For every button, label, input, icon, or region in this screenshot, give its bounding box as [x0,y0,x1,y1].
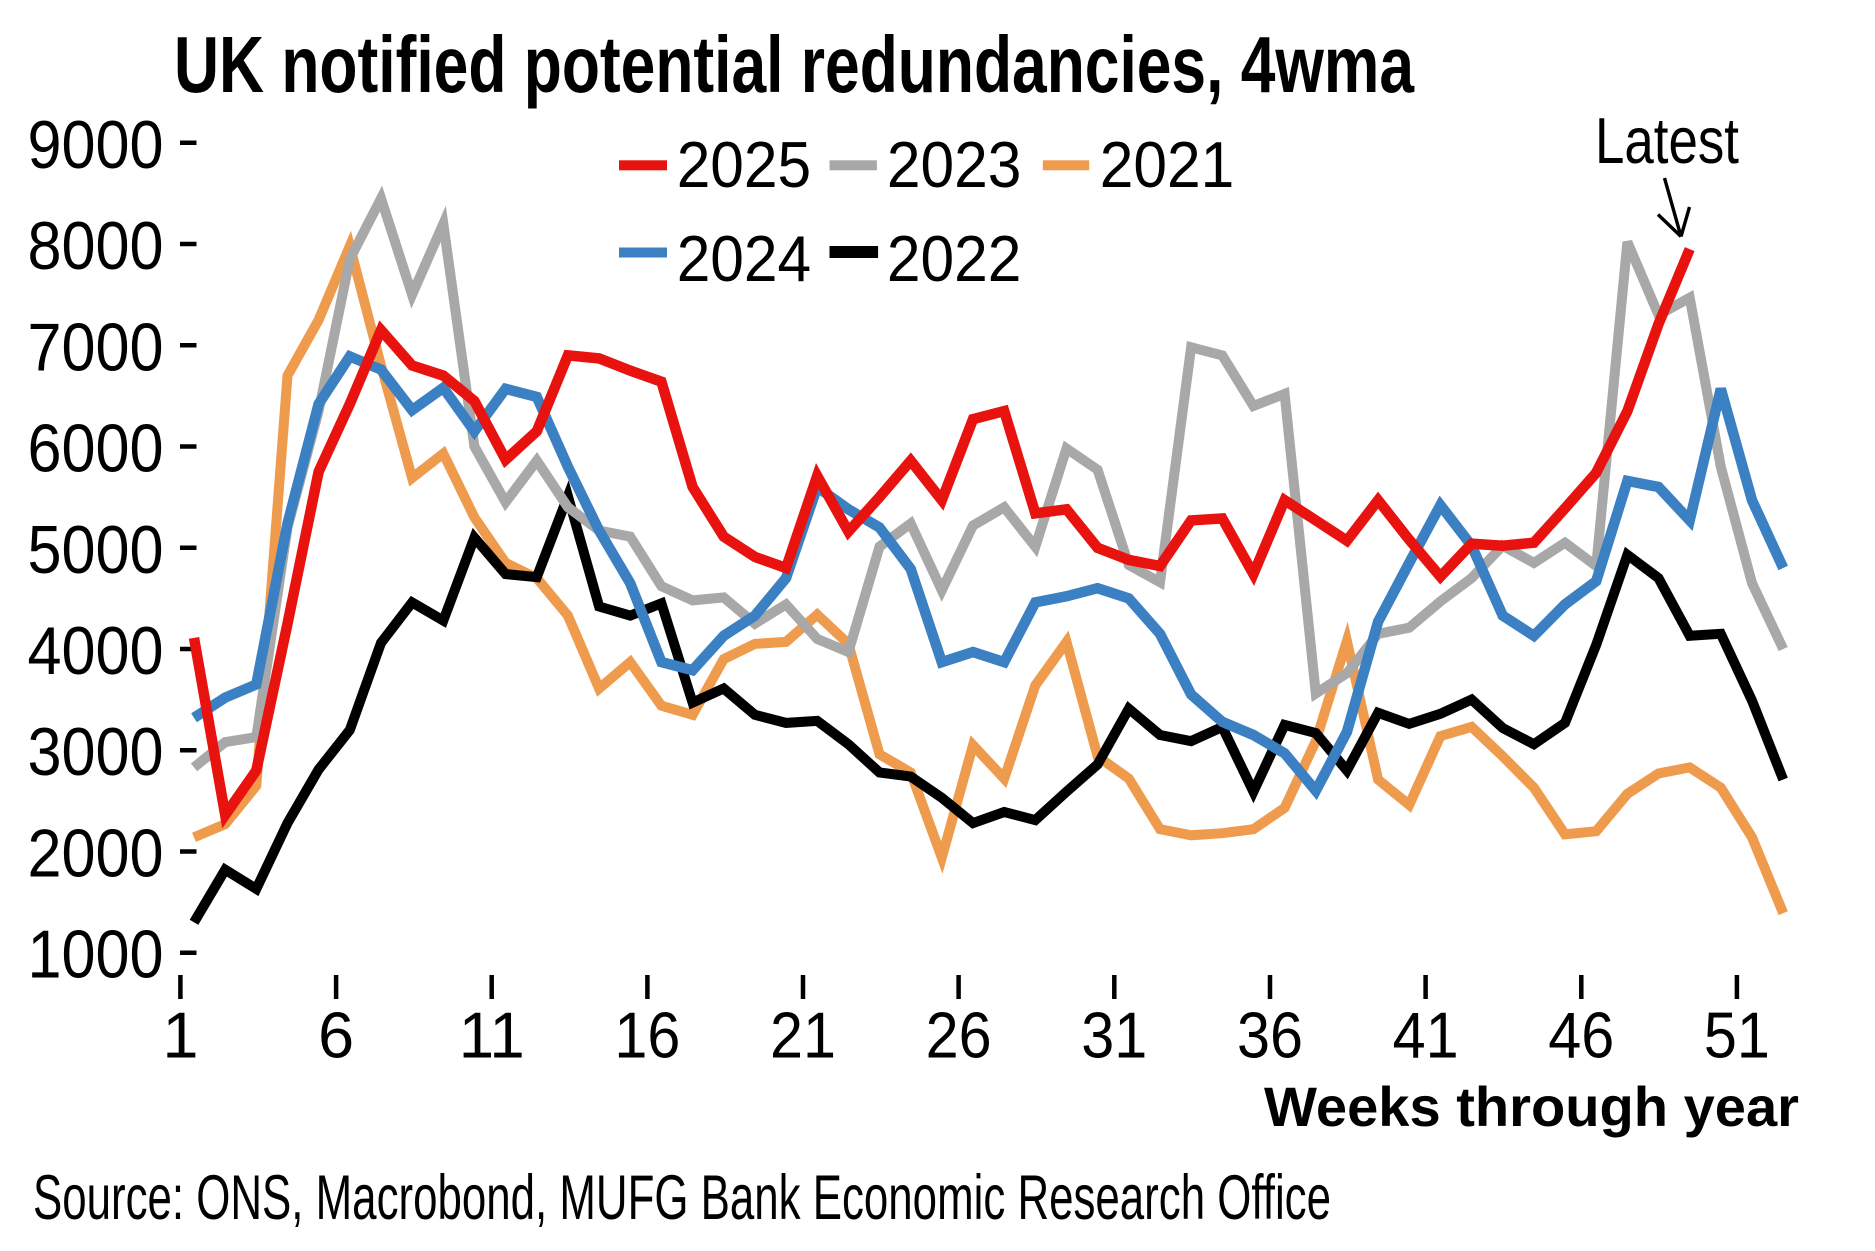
svg-text:41: 41 [1393,999,1459,1072]
svg-text:Source: ONS, Macrobond, MUFG B: Source: ONS, Macrobond, MUFG Bank Econom… [33,1163,1331,1233]
svg-text:9000: 9000 [28,107,164,183]
svg-text:4000: 4000 [28,613,164,689]
svg-text:2024: 2024 [677,222,812,295]
svg-text:2022: 2022 [887,222,1022,295]
svg-text:Weeks through year: Weeks through year [1264,1075,1799,1138]
svg-text:6: 6 [318,999,354,1072]
svg-text:26: 26 [926,999,992,1072]
svg-text:51: 51 [1704,999,1770,1072]
svg-text:16: 16 [614,999,680,1072]
svg-text:1: 1 [162,999,198,1072]
svg-text:46: 46 [1548,999,1614,1072]
svg-text:1000: 1000 [28,917,164,993]
svg-text:2023: 2023 [887,128,1022,201]
svg-text:7000: 7000 [28,309,164,385]
svg-text:6000: 6000 [28,411,164,487]
svg-text:21: 21 [770,999,836,1072]
svg-text:2021: 2021 [1100,128,1235,201]
svg-text:UK notified potential redundan: UK notified potential redundancies, 4wma [174,20,1414,109]
svg-text:11: 11 [459,999,525,1072]
svg-text:2000: 2000 [28,816,164,892]
svg-text:36: 36 [1237,999,1303,1072]
svg-text:2025: 2025 [677,128,812,201]
svg-text:Latest: Latest [1595,104,1739,177]
svg-text:5000: 5000 [28,512,164,588]
svg-text:8000: 8000 [28,208,164,284]
svg-text:3000: 3000 [28,714,164,790]
svg-text:31: 31 [1081,999,1147,1072]
